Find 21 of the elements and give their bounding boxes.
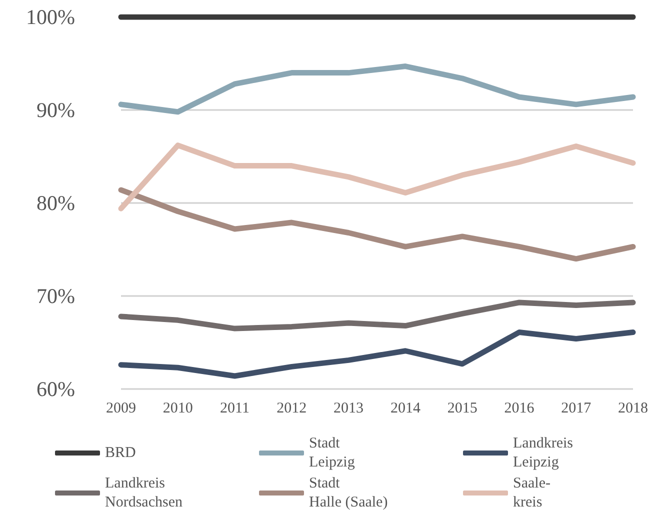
x-tick-label: 2010	[162, 400, 193, 416]
y-tick-label: 90%	[36, 98, 75, 122]
y-tick-label: 60%	[36, 377, 75, 401]
x-tick-label: 2018	[618, 400, 648, 416]
x-tick-label: 2017	[561, 400, 592, 416]
legend-label: Stadt Leipzig	[309, 436, 356, 470]
legend-label: Stadt Halle (Saale)	[309, 476, 388, 510]
x-tick-label: 2013	[334, 400, 364, 416]
x-tick-label: 2015	[447, 400, 478, 416]
legend-label: Landkreis Nordsachsen	[105, 476, 183, 510]
x-tick-label: 2016	[504, 400, 535, 416]
legend-label: BRD	[105, 445, 136, 461]
legend-label: Landkreis Leipzig	[513, 436, 574, 470]
y-tick-label: 70%	[36, 284, 75, 308]
x-tick-label: 2014	[390, 400, 421, 416]
y-tick-label: 100%	[26, 5, 75, 29]
y-tick-label: 80%	[36, 191, 75, 215]
x-tick-label: 2009	[106, 400, 136, 416]
legend-label: Saale-kreis	[513, 476, 550, 510]
x-tick-label: 2011	[220, 400, 250, 416]
x-tick-label: 2012	[276, 400, 307, 416]
